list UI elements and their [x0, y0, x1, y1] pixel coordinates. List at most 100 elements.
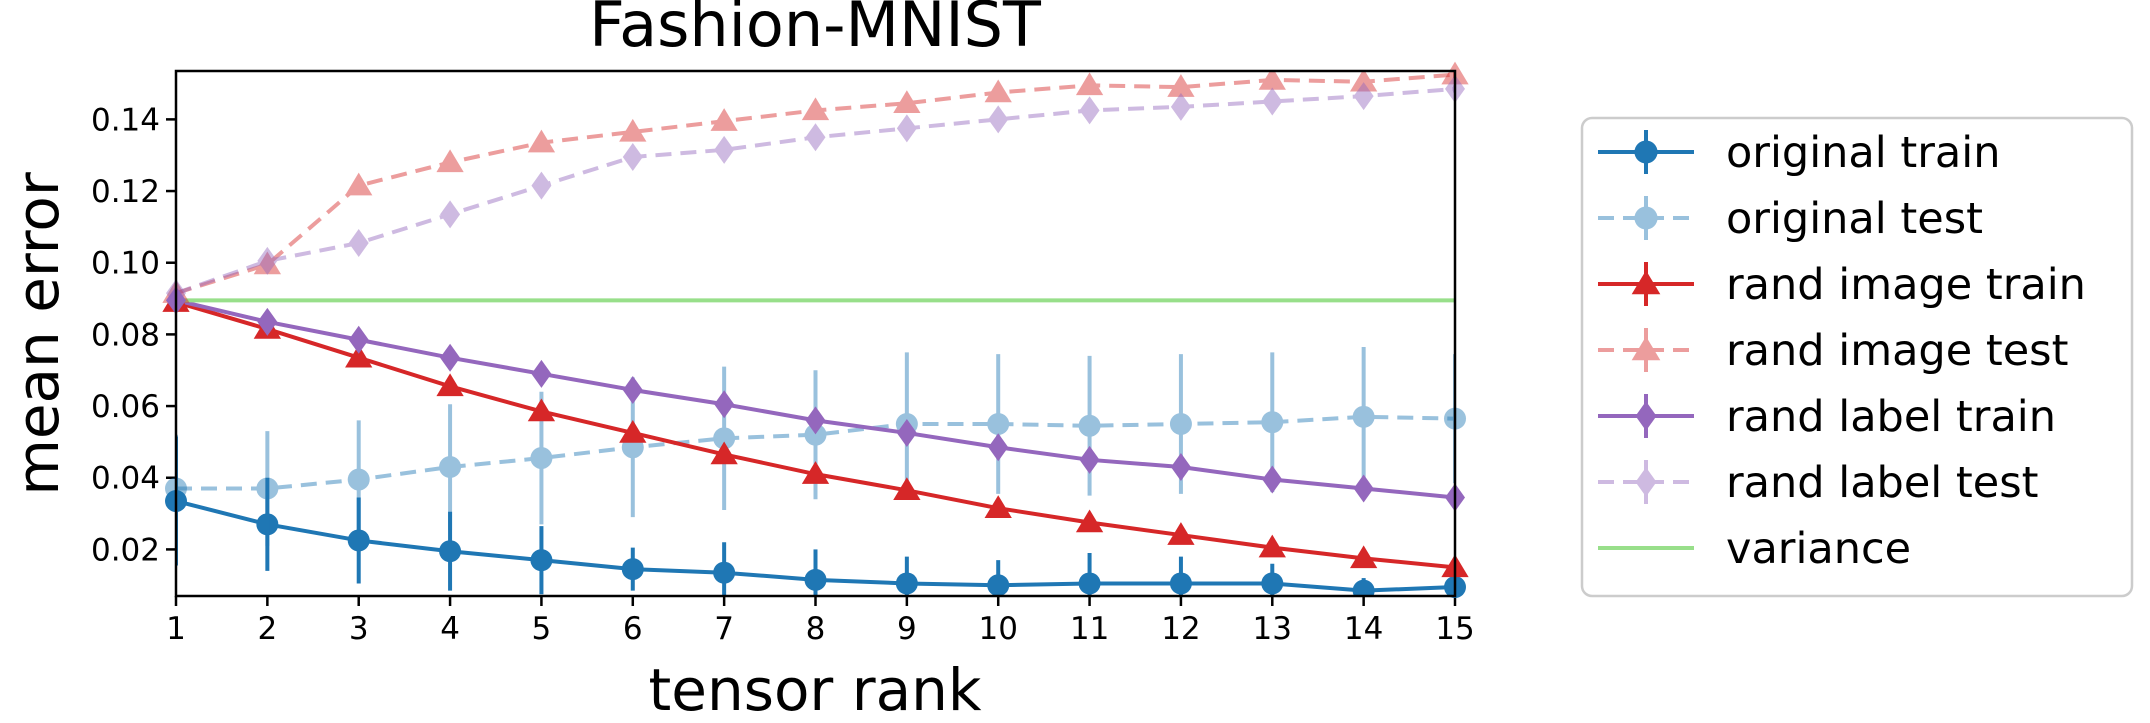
- legend-marker: [1631, 270, 1661, 295]
- data-point: [436, 149, 464, 173]
- data-point: [1261, 572, 1284, 595]
- legend-item: rand label train: [1598, 392, 2056, 442]
- data-point: [896, 418, 917, 447]
- data-point: [621, 558, 644, 581]
- data-point: [527, 398, 556, 422]
- data-point: [619, 419, 647, 443]
- data-point: [1075, 509, 1104, 533]
- data-point: [436, 373, 464, 397]
- legend-label: rand image train: [1726, 260, 2086, 310]
- data-point: [893, 477, 921, 501]
- data-point: [804, 423, 827, 446]
- plot-series: [176, 71, 1455, 596]
- data-point: [805, 406, 826, 435]
- series-original-test: [176, 346, 1455, 546]
- y-axis-ticks: 0.02 0.04 0.06 0.08 0.10 0.12 0.14: [91, 102, 176, 568]
- legend-item: original train: [1598, 128, 2000, 178]
- data-point: [257, 246, 278, 275]
- legend-label: original train: [1726, 128, 2000, 178]
- data-point: [530, 549, 553, 572]
- plot-frame: [174, 69, 1457, 598]
- data-point: [256, 477, 279, 500]
- data-point: [713, 427, 736, 450]
- data-point: [987, 412, 1010, 435]
- x-tick-label: 14: [1344, 611, 1383, 647]
- data-point: [1258, 534, 1286, 558]
- series-rand-image-test: [176, 71, 1455, 297]
- data-point: [713, 561, 736, 584]
- y-tick-label: 0.10: [91, 246, 160, 282]
- data-point: [988, 105, 1009, 134]
- x-axis-label: tensor rank: [649, 656, 982, 723]
- legend-swatch: [1598, 460, 1694, 504]
- data-point: [1167, 522, 1195, 545]
- series-line: [176, 414, 1455, 491]
- data-point: [1258, 71, 1286, 90]
- x-tick-label: 12: [1161, 611, 1200, 647]
- x-tick-label: 9: [897, 611, 917, 647]
- data-point: [619, 118, 647, 142]
- data-point: [984, 79, 1012, 103]
- series-rand-label-train: [176, 296, 1455, 503]
- x-tick-label: 15: [1435, 611, 1474, 647]
- data-point: [1075, 72, 1104, 96]
- data-point: [710, 441, 738, 465]
- data-point: [531, 171, 552, 200]
- data-point: [1169, 412, 1192, 435]
- data-point: [622, 375, 643, 404]
- data-point: [347, 468, 370, 491]
- data-point: [257, 307, 278, 336]
- legend-swatch: [1598, 196, 1694, 240]
- legend-swatch: [1598, 130, 1694, 174]
- data-point: [805, 123, 826, 152]
- y-tick-label: 0.14: [91, 102, 160, 138]
- data-point: [345, 344, 373, 368]
- data-point: [347, 529, 370, 552]
- y-axis-label: mean error: [4, 172, 72, 495]
- legend-label: variance: [1726, 524, 1911, 574]
- series-rand-image-train: [176, 298, 1455, 571]
- legend-item: rand label test: [1598, 458, 2039, 508]
- legend-marker: [1634, 206, 1658, 230]
- data-point: [896, 114, 917, 143]
- data-point: [1079, 445, 1100, 474]
- data-point: [987, 574, 1010, 596]
- data-point: [440, 200, 461, 229]
- legend-item: variance: [1598, 524, 1911, 574]
- data-point: [1170, 92, 1191, 121]
- legend-item: rand image train: [1598, 260, 2086, 310]
- data-point: [253, 251, 282, 275]
- data-point: [804, 568, 827, 591]
- data-point: [1262, 87, 1283, 116]
- data-point: [988, 433, 1009, 462]
- data-point: [345, 172, 373, 196]
- legend-label: rand image test: [1726, 326, 2068, 376]
- y-tick-label: 0.06: [91, 389, 160, 425]
- legend-swatch: [1598, 328, 1694, 372]
- data-point: [714, 390, 735, 419]
- data-point: [1169, 572, 1192, 595]
- legend-swatch: [1598, 394, 1694, 438]
- data-point: [439, 540, 462, 563]
- data-point: [531, 359, 552, 388]
- data-point: [530, 447, 553, 470]
- legend: original train original test rand image tr…: [1580, 116, 2134, 598]
- legend-label: rand label train: [1726, 392, 2056, 442]
- data-point: [348, 229, 369, 258]
- data-point: [439, 455, 462, 478]
- chart-title: Fashion-MNIST: [589, 0, 1042, 61]
- data-point: [256, 513, 279, 536]
- x-tick-label: 5: [532, 611, 552, 647]
- y-tick-label: 0.02: [91, 532, 160, 568]
- legend-label: original test: [1726, 194, 1983, 244]
- data-point: [1078, 414, 1101, 437]
- data-point: [1079, 96, 1100, 125]
- data-point: [440, 343, 461, 372]
- data-point: [527, 129, 556, 153]
- legend-label: rand label test: [1726, 458, 2039, 508]
- data-point: [348, 325, 369, 354]
- data-point: [1167, 74, 1195, 97]
- data-point: [801, 461, 830, 484]
- legend-item: original test: [1598, 194, 1983, 244]
